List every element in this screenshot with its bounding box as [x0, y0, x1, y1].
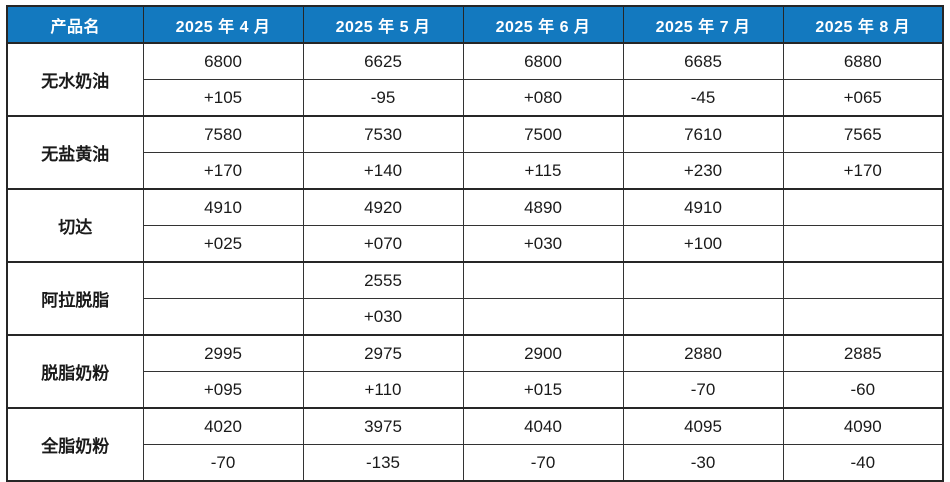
column-header-month: 2025 年 6 月 [462, 5, 624, 44]
change-cell: -135 [302, 444, 464, 482]
change-cell: -70 [462, 444, 624, 482]
change-row: +030 [7, 298, 944, 336]
column-header-month: 2025 年 7 月 [622, 5, 784, 44]
price-cell: 7500 [462, 115, 624, 153]
change-cell: +065 [782, 79, 944, 117]
change-cell: +080 [462, 79, 624, 117]
change-cell: +140 [302, 152, 464, 190]
price-cell: 4910 [622, 188, 784, 226]
price-cell [462, 261, 624, 299]
price-cell: 2975 [302, 334, 464, 372]
change-cell: -70 [142, 444, 304, 482]
price-cell: 6800 [142, 42, 304, 80]
change-cell: +105 [142, 79, 304, 117]
change-row: +025 +070 +030 +100 [7, 225, 944, 263]
change-cell: +230 [622, 152, 784, 190]
price-cell [782, 188, 944, 226]
column-header-product: 产品名 [6, 5, 144, 44]
price-row: 切达 4910 4920 4890 4910 [6, 188, 944, 263]
product-name-cell: 全脂奶粉 [6, 407, 144, 482]
price-cell: 4920 [302, 188, 464, 226]
change-cell: +100 [622, 225, 784, 263]
change-cell [462, 298, 624, 336]
price-cell: 6800 [462, 42, 624, 80]
change-cell: +170 [142, 152, 304, 190]
price-cell: 2900 [462, 334, 624, 372]
column-header-month: 2025 年 5 月 [302, 5, 464, 44]
product-name-cell: 脱脂奶粉 [6, 334, 144, 409]
price-cell: 4040 [462, 407, 624, 445]
change-cell: -30 [622, 444, 784, 482]
price-cell: 2555 [302, 261, 464, 299]
price-cell: 3975 [302, 407, 464, 445]
price-table-page: 产品名 2025 年 4 月 2025 年 5 月 2025 年 6 月 2025 年 … [6, 5, 944, 482]
product-name-cell: 阿拉脱脂 [6, 261, 144, 336]
price-cell: 6625 [302, 42, 464, 80]
price-cell: 4890 [462, 188, 624, 226]
price-cell: 6880 [782, 42, 944, 80]
dairy-price-table: 产品名 2025 年 4 月 2025 年 5 月 2025 年 6 月 2025 年 … [6, 5, 944, 482]
price-cell: 7530 [302, 115, 464, 153]
change-cell: -45 [622, 79, 784, 117]
change-cell: +015 [462, 371, 624, 409]
price-cell: 2880 [622, 334, 784, 372]
change-cell: +170 [782, 152, 944, 190]
price-row: 无盐黄油 7580 7530 7500 7610 7565 [6, 115, 944, 190]
column-header-month: 2025 年 4 月 [142, 5, 304, 44]
table-header: 产品名 2025 年 4 月 2025 年 5 月 2025 年 6 月 2025 年 … [6, 5, 944, 44]
price-cell: 7580 [142, 115, 304, 153]
change-row: +105 -95 +080 -45 +065 [7, 79, 944, 117]
change-cell: +115 [462, 152, 624, 190]
price-cell: 7610 [622, 115, 784, 153]
price-row: 无水奶油 6800 6625 6800 6685 6880 [6, 42, 944, 117]
change-cell: +030 [302, 298, 464, 336]
change-cell [622, 298, 784, 336]
header-row: 产品名 2025 年 4 月 2025 年 5 月 2025 年 6 月 2025 年 … [6, 5, 944, 44]
price-cell: 6685 [622, 42, 784, 80]
change-cell: -95 [302, 79, 464, 117]
price-cell [782, 261, 944, 299]
price-cell [142, 261, 304, 299]
price-row: 阿拉脱脂 2555 [6, 261, 944, 336]
product-name-cell: 无水奶油 [6, 42, 144, 117]
change-cell: -40 [782, 444, 944, 482]
change-cell: +025 [142, 225, 304, 263]
price-cell: 2885 [782, 334, 944, 372]
change-cell: -60 [782, 371, 944, 409]
price-cell: 4020 [142, 407, 304, 445]
price-cell: 2995 [142, 334, 304, 372]
price-cell [622, 261, 784, 299]
change-cell: +110 [302, 371, 464, 409]
product-name-cell: 无盐黄油 [6, 115, 144, 190]
change-cell: -70 [622, 371, 784, 409]
price-cell: 4090 [782, 407, 944, 445]
change-cell: +070 [302, 225, 464, 263]
change-cell: +030 [462, 225, 624, 263]
change-cell [782, 298, 944, 336]
price-row: 全脂奶粉 4020 3975 4040 4095 4090 [6, 407, 944, 482]
change-row: -70 -135 -70 -30 -40 [7, 444, 944, 482]
change-cell: +095 [142, 371, 304, 409]
change-cell [142, 298, 304, 336]
price-cell: 4910 [142, 188, 304, 226]
change-row: +095 +110 +015 -70 -60 [7, 371, 944, 409]
price-cell: 4095 [622, 407, 784, 445]
change-row: +170 +140 +115 +230 +170 [7, 152, 944, 190]
price-row: 脱脂奶粉 2995 2975 2900 2880 2885 [6, 334, 944, 409]
price-cell: 7565 [782, 115, 944, 153]
product-name-cell: 切达 [6, 188, 144, 263]
table-body: 无水奶油 6800 6625 6800 6685 6880 +105 -95 +080 -45 +0… [6, 42, 944, 482]
column-header-month: 2025 年 8 月 [782, 5, 944, 44]
change-cell [782, 225, 944, 263]
